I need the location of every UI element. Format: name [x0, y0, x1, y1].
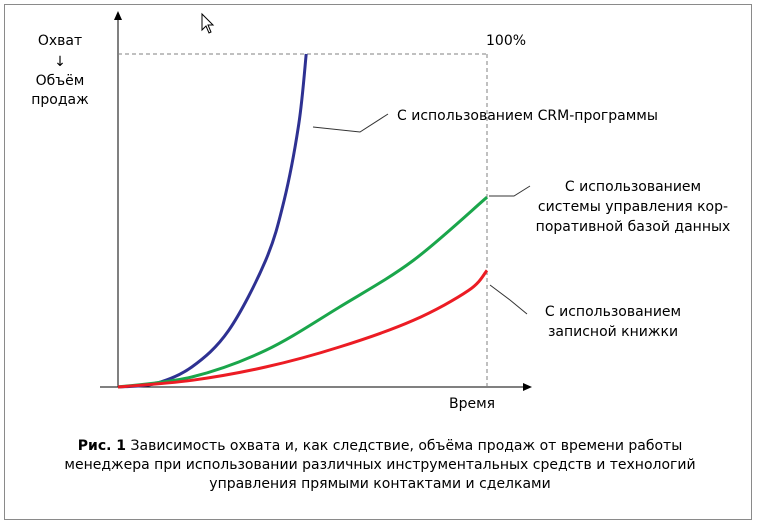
series-line-1: [117, 53, 308, 389]
y-label-line: Объём: [36, 73, 85, 89]
series-line-2: [117, 196, 488, 389]
annotation-text-2: системы управления кор-: [538, 199, 728, 215]
mouse-pointer-icon: [201, 12, 215, 34]
annotation-leader-1: [312, 113, 389, 133]
annotation-leader-2: [489, 185, 531, 197]
annotation-text-3: записной книжки: [548, 324, 678, 340]
annotation-text-1: С использованием CRM-программы: [397, 108, 658, 124]
caption-text: Зависимость охвата и, как следствие, объ…: [64, 438, 696, 492]
caption-label: Рис. 1: [77, 438, 127, 454]
y-axis-label: Охват ↓ Объём продаж: [31, 33, 89, 108]
x-axis-label: Время: [449, 396, 495, 412]
x-axis-arrow: [523, 383, 532, 391]
annotation-layer: С использованием CRM-программы С использо…: [312, 108, 731, 340]
annotation-text-3: С использованием: [545, 304, 681, 320]
axes: [100, 11, 532, 391]
annotation-leader-3: [489, 284, 528, 315]
figure-caption: Рис. 1 Зависимость охвата и, как следств…: [40, 437, 720, 494]
chart: 100% Время Охват ↓ Объём продаж С исполь…: [31, 11, 731, 412]
limit-guides: [118, 53, 488, 387]
annotation-text-2: С использованием: [565, 179, 701, 195]
series-layer: [117, 53, 489, 389]
y-label-arrow: ↓: [54, 54, 66, 70]
y-axis-arrow: [114, 11, 122, 20]
y-label-line: продаж: [31, 92, 89, 108]
figure-frame: [4, 4, 752, 520]
annotation-text-2: поративной базой данных: [536, 219, 731, 235]
y-label-line: Охват: [38, 33, 82, 49]
series-line-3: [117, 269, 489, 389]
max-label: 100%: [486, 33, 526, 49]
